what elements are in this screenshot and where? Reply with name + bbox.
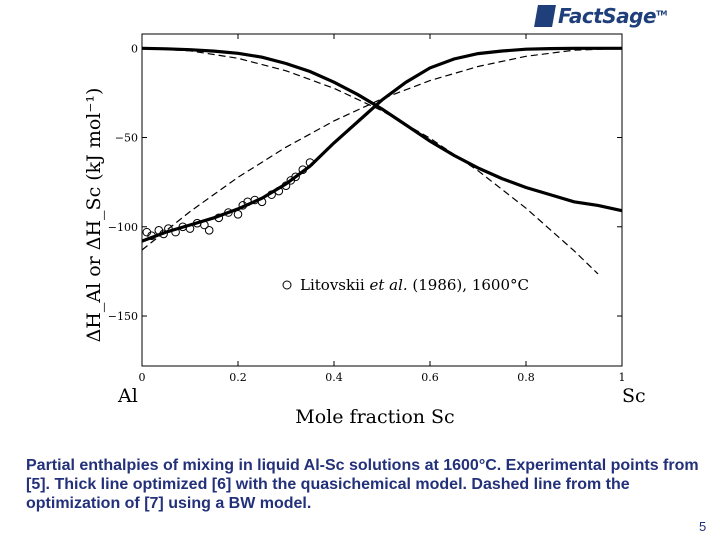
experimental-point bbox=[257, 197, 267, 207]
y-tick-label: −50 bbox=[115, 132, 138, 145]
experimental-point bbox=[147, 231, 156, 240]
experimental-point bbox=[233, 209, 243, 219]
bw-dashed-line-3 bbox=[141, 47, 623, 251]
experimental-point bbox=[214, 213, 224, 223]
bw-dashed-line-2 bbox=[141, 47, 599, 275]
experimental-point bbox=[267, 190, 276, 199]
experimental-point bbox=[291, 172, 300, 182]
right-end-label-sc: Sc bbox=[622, 385, 646, 407]
left-end-label-al: Al bbox=[117, 385, 138, 407]
y-tick-label: −100 bbox=[108, 221, 138, 234]
factsage-logo-text: FactSageTM bbox=[558, 4, 667, 28]
experimental-point bbox=[171, 227, 180, 237]
x-tick-label: 0.6 bbox=[421, 371, 439, 384]
experimental-point bbox=[204, 226, 214, 235]
y-tick-label: 0 bbox=[131, 42, 138, 55]
page-number: 5 bbox=[699, 519, 707, 534]
legend-circle-symbol bbox=[282, 280, 292, 290]
x-axis-label: Mole fraction Sc bbox=[295, 406, 454, 428]
experimental-point bbox=[274, 186, 284, 196]
experimental-point bbox=[164, 224, 173, 233]
plot-frame bbox=[141, 33, 623, 367]
experimental-point bbox=[305, 158, 315, 167]
factsage-logo: FactSageTM bbox=[534, 2, 667, 32]
y-tick-label: −150 bbox=[108, 310, 138, 323]
quasichemical-line-1 bbox=[141, 46, 622, 243]
experimental-point bbox=[185, 224, 195, 233]
y-axis-label: ΔH_Al or ΔH_Sc (kJ mol⁻¹) bbox=[83, 88, 105, 343]
enthalpy-chart: 0 0.2 0.4 0.6 0.8 1 0 −50 −100 −150 Litovskii et … bbox=[83, 33, 646, 428]
x-tick-label: 1 bbox=[619, 371, 626, 384]
experimental-point bbox=[281, 181, 291, 191]
legend-label: Litovskii et al. (1986), 1600°C bbox=[300, 276, 529, 294]
experimental-point bbox=[159, 229, 168, 239]
experimental-point bbox=[224, 208, 233, 217]
x-tick-label: 0.4 bbox=[325, 371, 343, 384]
experimental-point bbox=[200, 220, 209, 230]
quasichemical-line-0 bbox=[141, 46, 623, 213]
x-tick-label: 0.8 bbox=[517, 371, 535, 384]
experimental-point bbox=[298, 165, 308, 174]
x-tick-label: 0.2 bbox=[229, 371, 247, 384]
slide-caption: Partial enthalpies of mixing in liquid A… bbox=[26, 457, 699, 512]
x-tick-label: 0 bbox=[139, 371, 146, 384]
legend: Litovskii et al. (1986), 1600°C bbox=[282, 276, 529, 294]
